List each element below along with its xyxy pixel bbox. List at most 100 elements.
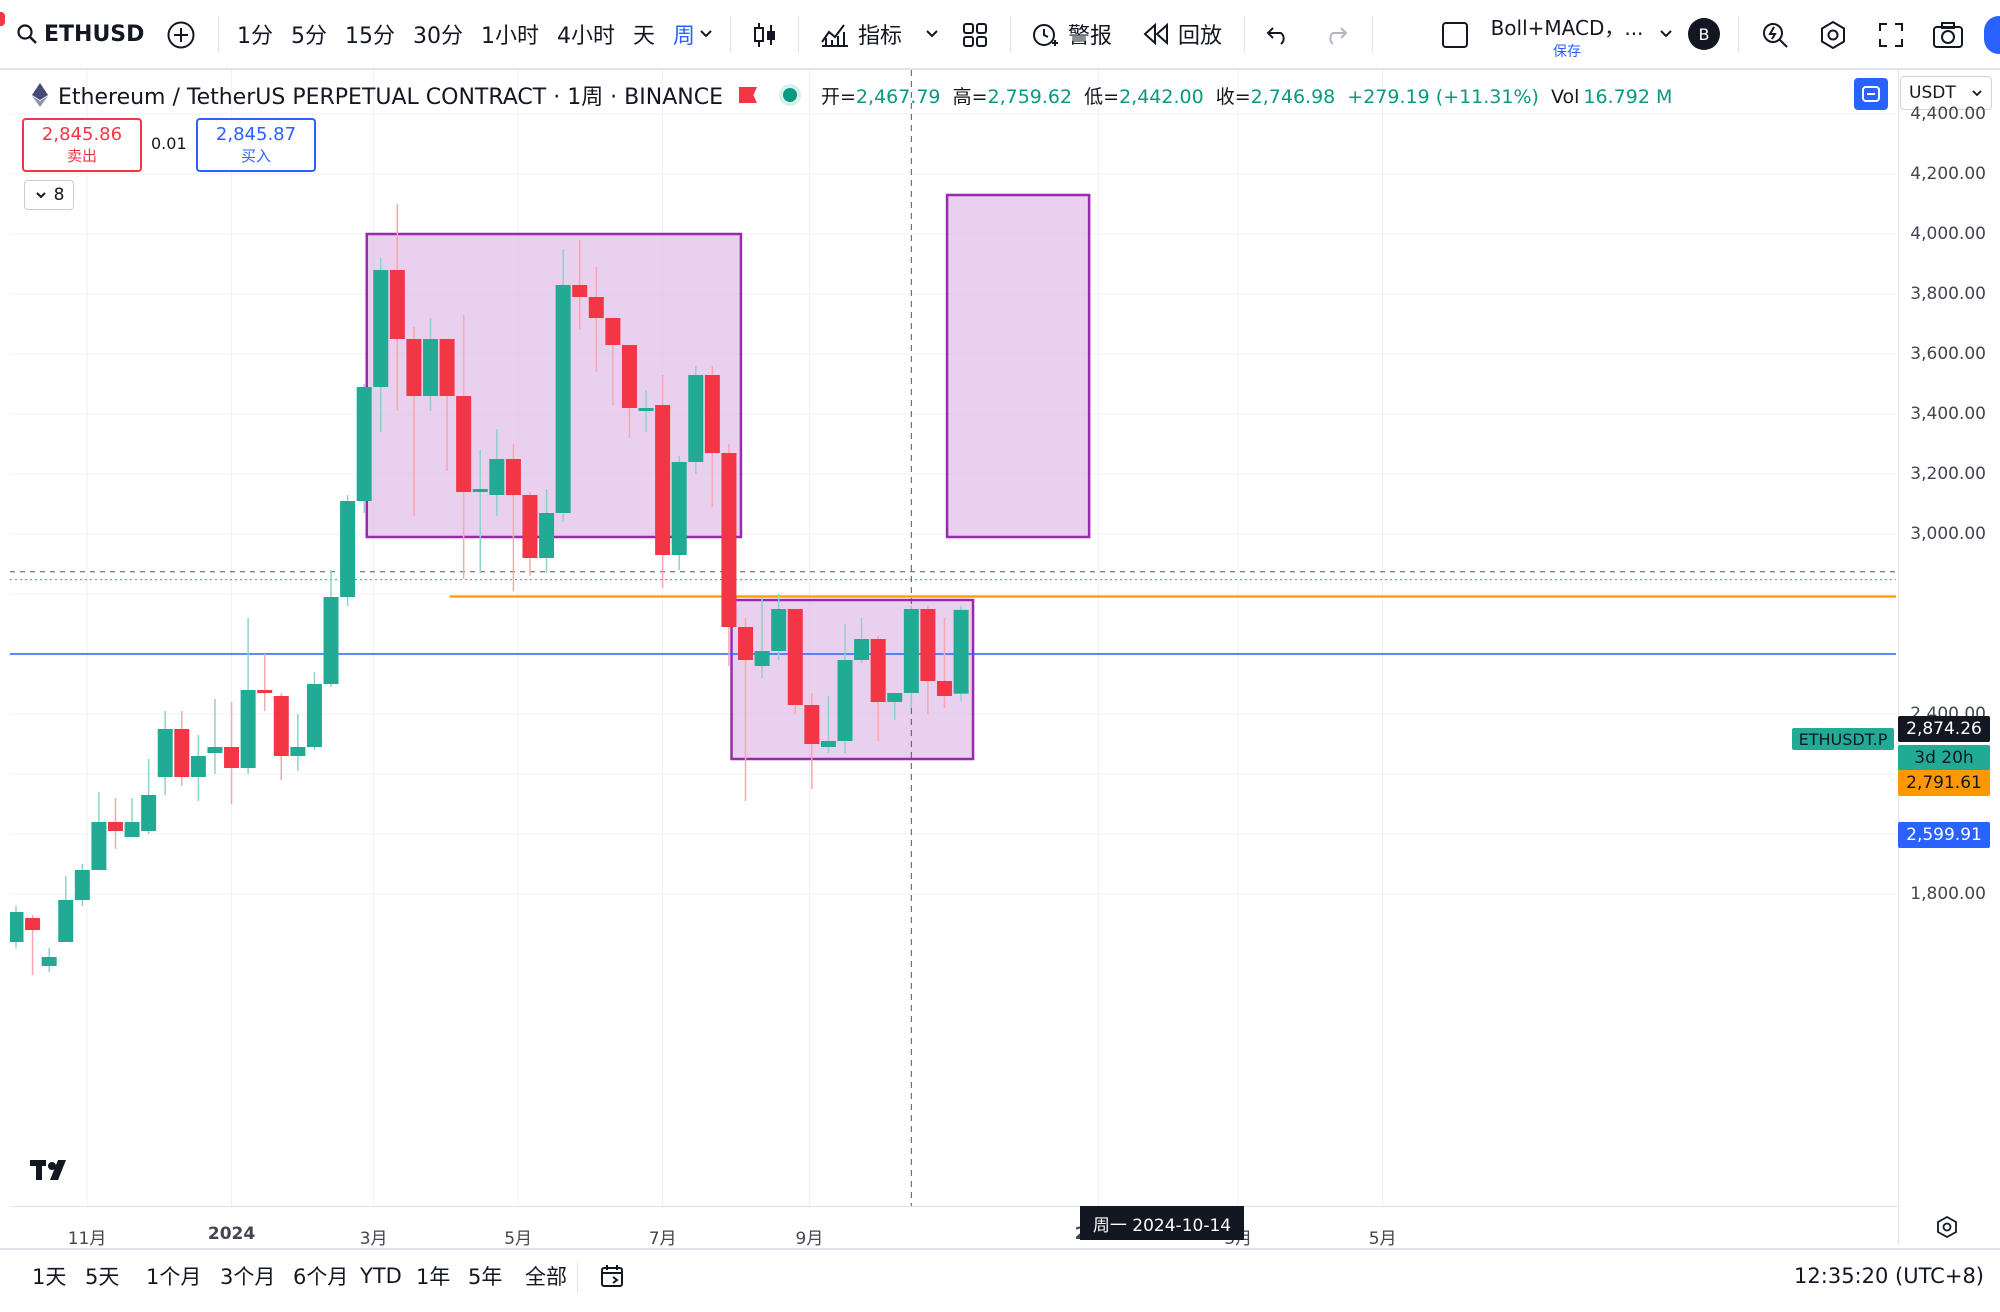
layout-checkbox[interactable] [1440,20,1470,50]
candle-body-51 [854,639,870,660]
candles-icon [754,23,775,47]
candle-body-41 [688,375,704,462]
grid-icon [963,23,987,47]
candle-body-38 [638,408,654,411]
interval-dropdown-button[interactable] [694,22,718,46]
clock[interactable]: 12:35:20 (UTC+8) [1794,1264,1984,1288]
range-button-2[interactable]: 1个月 [146,1265,202,1289]
interval-1[interactable]: 5分 [291,24,327,49]
redo-button[interactable] [1320,20,1352,50]
candle-body-7 [124,822,140,837]
range-button-8[interactable]: 全部 [525,1265,567,1289]
fullscreen-button[interactable] [1874,18,1908,52]
replay-button[interactable]: 回放 [1142,0,1222,68]
candle-body-35 [588,297,604,318]
candle-body-44 [738,627,754,660]
legend-title[interactable]: Ethereum / TetherUS PERPETUAL CONTRACT ·… [58,85,723,110]
interval-2[interactable]: 15分 [345,24,395,49]
orange-line-price-tag: 2,791.61 [1898,770,1990,796]
time-axis[interactable] [10,1206,1898,1247]
interval-7[interactable]: 周 [673,24,696,49]
camera-icon [1933,22,1963,48]
candle-body-31 [522,495,538,558]
chart-type-button[interactable] [748,18,782,52]
candle-body-13 [224,747,240,768]
search-icon [17,24,37,44]
range-button-0[interactable]: 1天 [32,1265,67,1289]
buy-label: 买入 [240,147,271,165]
candle-body-55 [920,609,936,681]
templates-button[interactable] [960,20,990,50]
volume-value: 16.792 M [1583,85,1673,108]
layout-name-button[interactable]: Boll+MACD，... 保存 [1484,12,1650,60]
candle-body-50 [837,660,853,741]
undo-button[interactable] [1262,20,1294,50]
layout-dropdown-button[interactable] [1654,22,1678,46]
interval-6[interactable]: 天 [633,24,656,49]
ethereum-logo-icon [32,83,48,107]
interval-5[interactable]: 4小时 [557,24,615,49]
price-label-4: 3,600.00 [1910,344,1986,364]
symbol-search[interactable]: ETHUSD [16,0,144,68]
avatar[interactable]: B [1688,18,1720,50]
goto-date-button[interactable] [598,1262,628,1292]
price-chart[interactable] [10,70,1896,1244]
axis-settings-button[interactable] [1932,1212,1962,1242]
sell-button[interactable]: 2,845.86 卖出 [22,118,142,172]
range-button-4[interactable]: 6个月 [293,1265,349,1289]
rewind-icon [1143,22,1168,46]
quick-search-button[interactable] [1758,18,1792,52]
time-label-1: 2024 [207,1224,256,1244]
candle-body-45 [754,651,770,666]
range-button-6[interactable]: 1年 [416,1265,451,1289]
open-value: 2,467.79 [855,85,941,108]
range-button-1[interactable]: 5天 [85,1265,120,1289]
price-axis[interactable] [1898,70,2000,1244]
candle-body-12 [207,747,223,753]
ohlc-values: 开=2,467.79 高=2,759.62 低=2,442.00 收=2,746… [820,85,1673,108]
buy-button[interactable]: 2,845.87 买入 [196,118,316,172]
settings-button[interactable] [1816,18,1850,52]
magnet-toggle-button[interactable] [1854,78,1888,110]
candle-body-17 [290,747,306,756]
price-label-11: 1,800.00 [1910,884,1986,904]
chevron-down-icon [1972,90,1982,97]
candle-body-30 [505,459,521,495]
price-label-3: 3,800.00 [1910,284,1986,304]
indicators-dropdown-button[interactable] [920,22,944,46]
indicators-button[interactable]: 指标 [820,0,902,68]
time-label-8: 5月 [1368,1229,1397,1249]
candle-body-34 [572,285,588,297]
tradingview-logo[interactable] [28,1156,76,1188]
candle-body-24 [406,339,422,396]
currency-select[interactable]: USDT [1900,76,1992,110]
countdown-tag: 3d 20h [1898,745,1990,771]
compare-add-button[interactable] [166,20,196,50]
interval-3[interactable]: 30分 [413,24,463,49]
price-label-2: 4,000.00 [1910,224,1986,244]
interval-0[interactable]: 1分 [237,24,273,49]
redo-icon [1329,27,1348,45]
low-value: 2,442.00 [1119,85,1204,108]
alert-label: 警报 [1068,24,1113,49]
undo-icon [1266,27,1285,45]
candle-body-23 [389,270,405,339]
candle-body-11 [190,756,206,777]
range-button-5[interactable]: YTD [360,1264,402,1288]
indicator-count: 8 [53,185,65,205]
range-button-7[interactable]: 5年 [468,1265,503,1289]
price-label-7: 3,000.00 [1910,524,1986,544]
alert-button[interactable]: 警报 [1030,0,1112,68]
candle-body-5 [91,822,107,870]
indicators-collapse-button[interactable]: 8 [24,180,74,210]
interval-4[interactable]: 1小时 [481,24,539,49]
snapshot-button[interactable] [1930,18,1966,52]
notification-dot [0,12,5,26]
avatar-letter: B [1698,24,1710,44]
buy-price: 2,845.87 [215,124,297,145]
candle-body-37 [621,345,637,408]
candle-body-48 [804,705,820,744]
publish-button[interactable] [1984,16,2000,54]
plus-circle-icon [167,21,195,49]
range-button-3[interactable]: 3个月 [220,1265,276,1289]
